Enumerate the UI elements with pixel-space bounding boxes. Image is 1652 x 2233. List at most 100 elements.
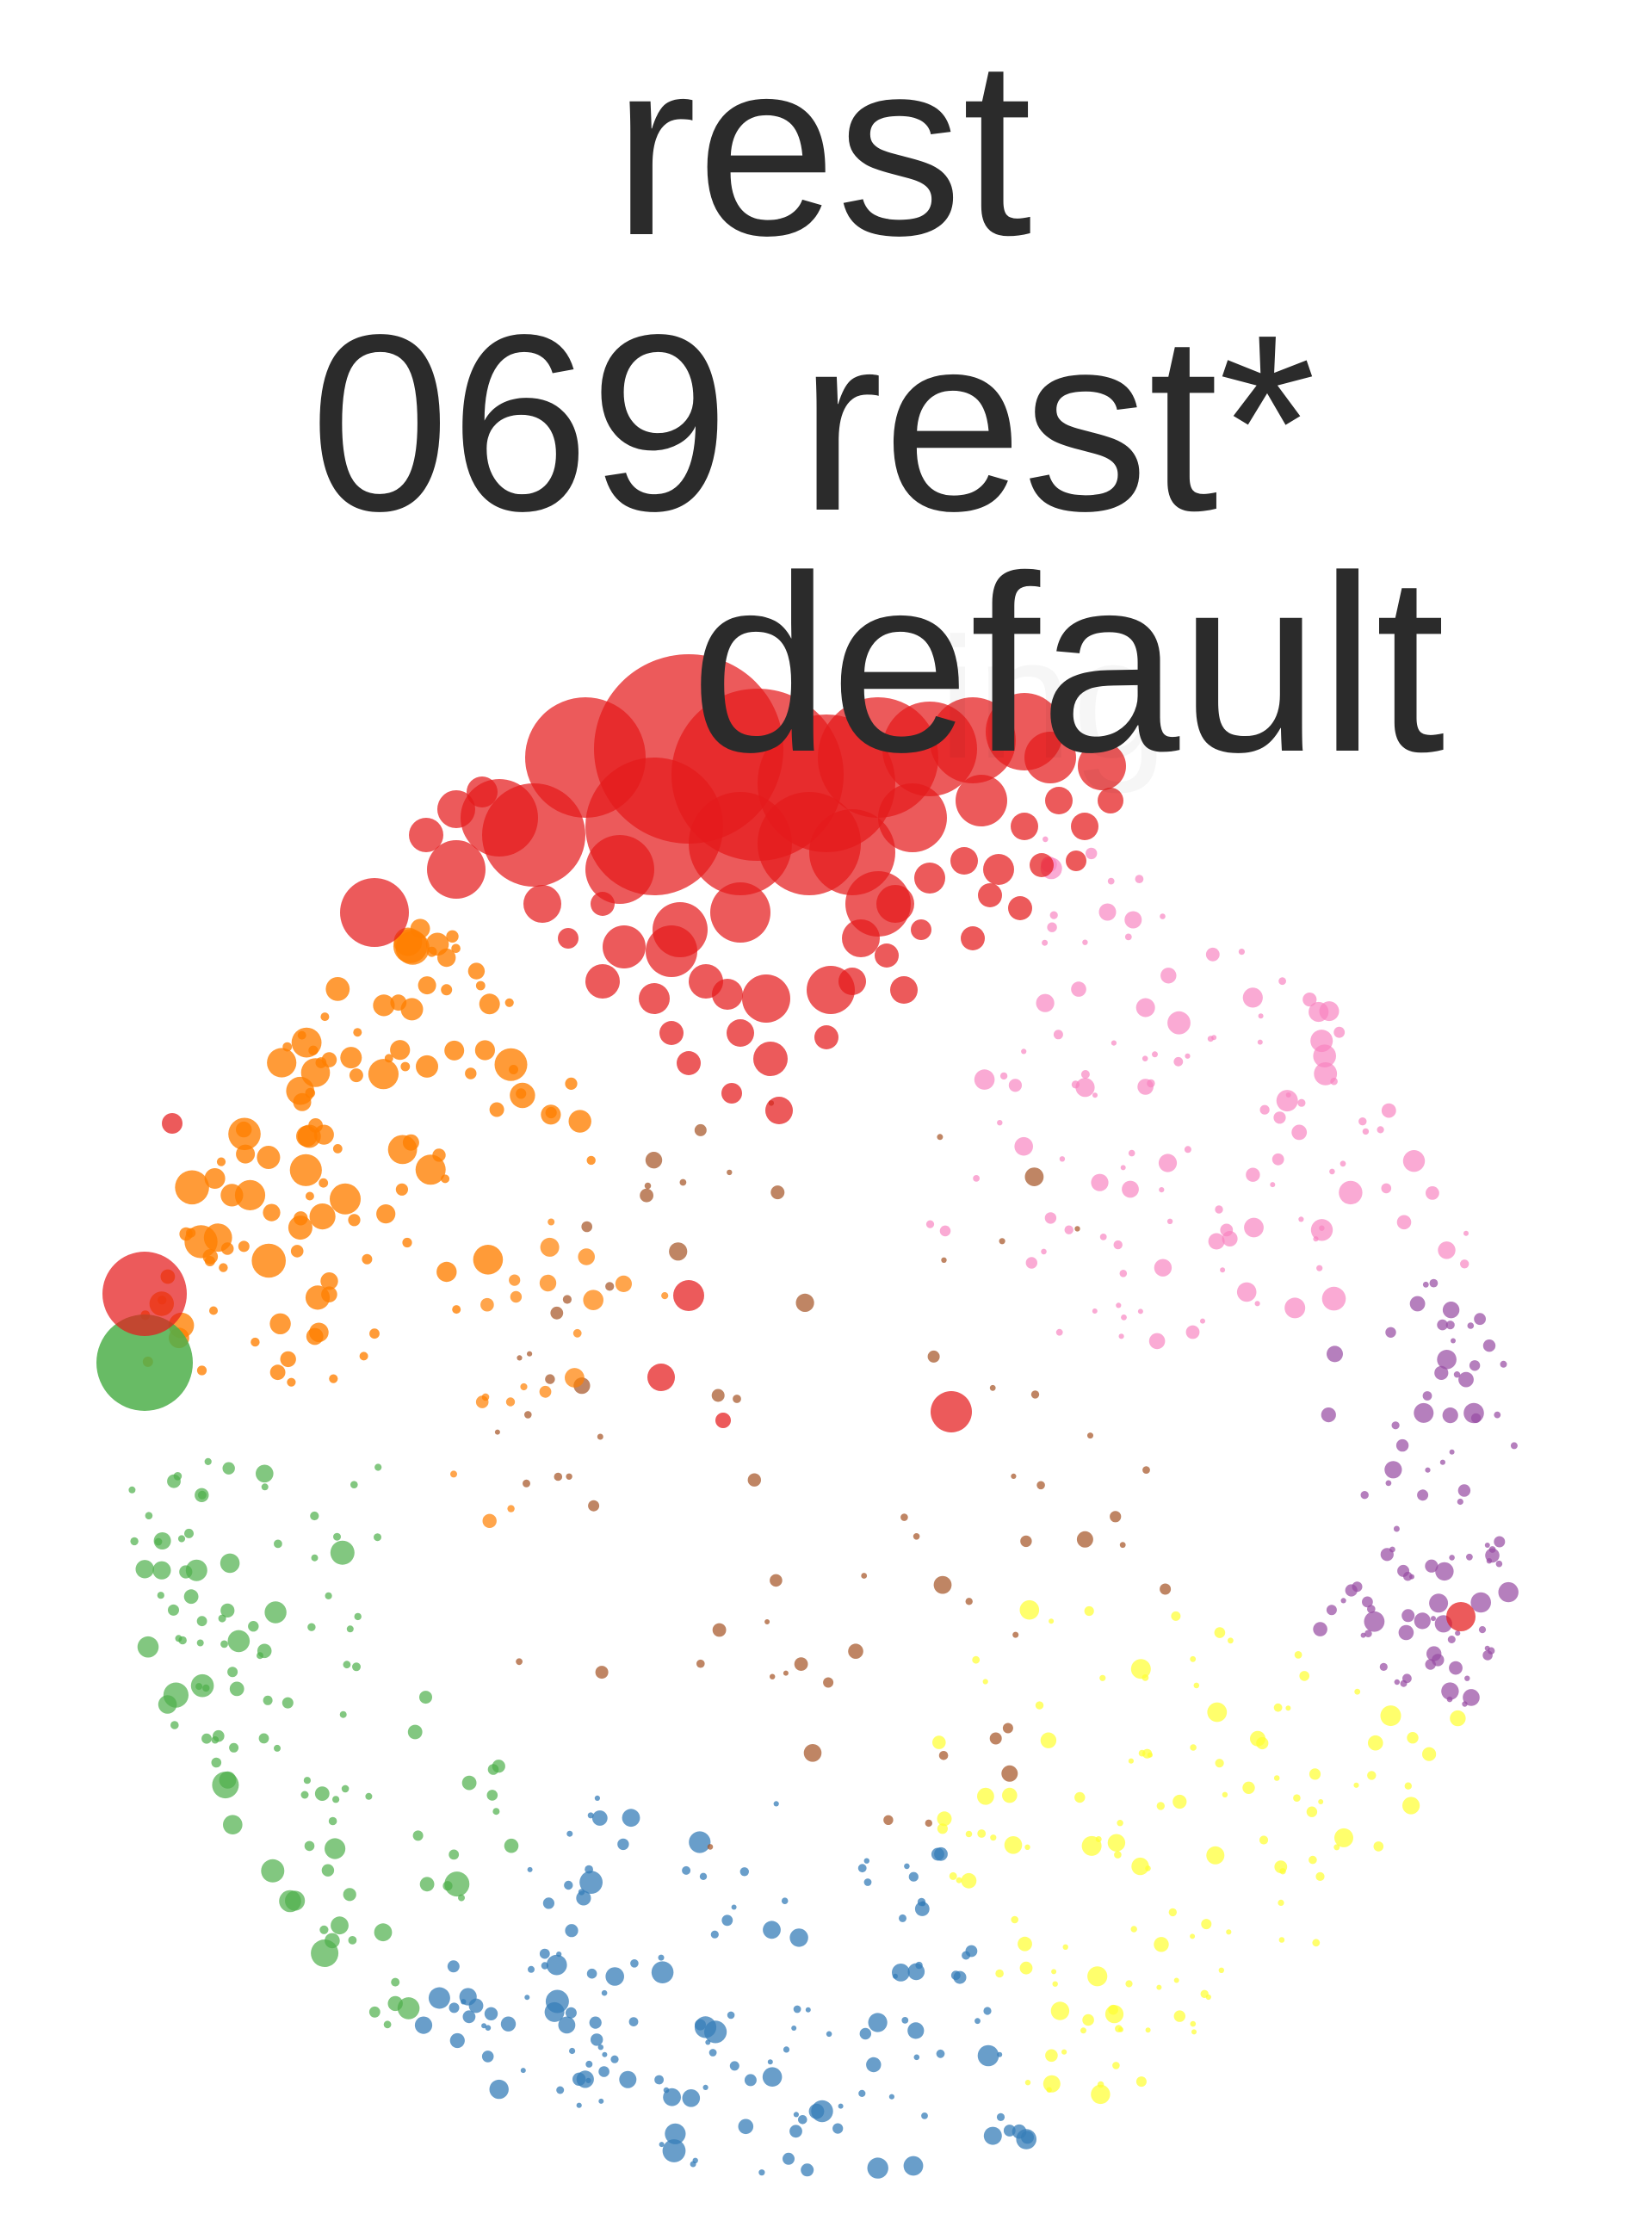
bubble-pink [1021,1048,1027,1055]
bubble-brown [1001,1765,1018,1782]
bubble-blue [793,2112,800,2118]
bubble-yellow [1259,1835,1269,1845]
bubble-brown [1036,1481,1045,1490]
bubble-blue [610,2055,619,2063]
bubble-orange [236,1121,252,1138]
bubble-pink [1426,1186,1439,1200]
bubble-green [331,1916,349,1935]
bubble-blue [996,2112,1005,2121]
bubble-brown [640,1188,653,1203]
bubble-purple [1422,1281,1429,1288]
bubble-yellow [972,1655,981,1664]
bubble-blue [689,1831,711,1853]
bubble-orange [510,1290,523,1303]
bubble-purple [1360,1491,1369,1500]
bubble-purple [1484,1543,1490,1548]
bubble-pink [1137,1308,1143,1314]
bubble-blue [597,2044,603,2051]
bubble-pink [1128,1149,1135,1157]
bubble-pink [1313,1044,1336,1067]
bubble-orange [369,1328,380,1339]
bubble-pink [1270,1182,1276,1188]
bubble-orange [400,1061,411,1072]
bubble-yellow [1191,2029,1197,2035]
bubble-pink [1152,1051,1158,1058]
bubble-red [1071,813,1098,840]
bubble-red [875,943,899,968]
bubble-blue [708,2049,717,2057]
bubble-yellow [1242,1781,1255,1794]
bubble-yellow [1278,1937,1285,1943]
bubble-pink [1071,1080,1080,1089]
bubble-pink [1099,1234,1107,1240]
bubble-red [673,1280,704,1311]
bubble-brown [1012,1631,1019,1638]
bubble-blue [556,2086,565,2094]
bubble-red [437,790,475,828]
bubble-brown [861,1573,868,1579]
bubble-pink [1119,1270,1128,1277]
bubble-blue [826,2031,832,2038]
bubble-yellow [1045,2049,1058,2063]
bubble-green [310,1511,319,1521]
bubble-blue [762,2067,783,2087]
bubble-purple [1447,1636,1456,1643]
bubble-green [204,1457,212,1465]
bubble-pink [1257,1039,1263,1045]
bubble-purple [1449,1661,1463,1675]
bubble-orange [376,1204,396,1224]
bubble-orange [395,931,430,965]
bubble-blue [594,1795,601,1801]
bubble-green [383,2020,392,2029]
bubble-green [314,1786,330,1802]
bubble-yellow [1084,1605,1094,1617]
bubble-orange [586,1155,596,1166]
bubble-yellow [1104,2005,1124,2024]
bubble-yellow [1019,1599,1040,1620]
bubble-yellow [1035,1701,1044,1710]
bubble-blue [727,2011,735,2020]
bubble-yellow [1299,1671,1309,1681]
bubble-blue [565,2007,577,2019]
bubble-green [407,1724,423,1740]
bubble-brown [965,1598,973,1605]
bubble-yellow [1228,1637,1234,1644]
bubble-red [558,928,579,949]
bubble-purple [1402,1673,1412,1684]
bubble-blue [576,1890,591,1906]
bubble-brown [566,1473,572,1481]
bubble-green [365,1792,373,1800]
bubble-pink [1402,1150,1426,1172]
bubble-blue [858,2089,866,2097]
bubble-pink [1091,1173,1109,1191]
bubble-red [585,835,654,904]
bubble-pink [1173,1056,1184,1067]
bubble-green [258,1733,269,1744]
bubble-green [339,1710,347,1718]
bubble-pink [1086,847,1098,860]
bubble-green [202,1684,210,1692]
bubble-green [154,1537,163,1546]
bubble-green [173,1472,183,1481]
bubble-blue [721,1914,733,1927]
bubble-red [467,776,498,807]
bubble-blue [892,1964,910,1982]
bubble-purple [1340,1598,1346,1604]
bubble-orange [540,1237,560,1257]
bubble-green [222,1462,235,1475]
bubble-pink [1113,1240,1123,1250]
bubble-green [168,1604,179,1616]
bubble-orange [204,1168,226,1189]
bubble-green [374,1533,381,1542]
bubble-orange [450,1470,457,1478]
bubble-pink [1098,903,1117,921]
bubble-pink [1302,993,1317,1007]
bubble-red [1045,787,1073,814]
bubble-green [442,1881,453,1891]
bubble-brown [562,1295,572,1304]
bubble-pink [1111,1040,1117,1046]
bubble-pink [1276,1090,1298,1112]
bubble-green [185,1559,207,1581]
bubble-orange [321,1052,337,1067]
bubble-pink [1025,1257,1038,1269]
